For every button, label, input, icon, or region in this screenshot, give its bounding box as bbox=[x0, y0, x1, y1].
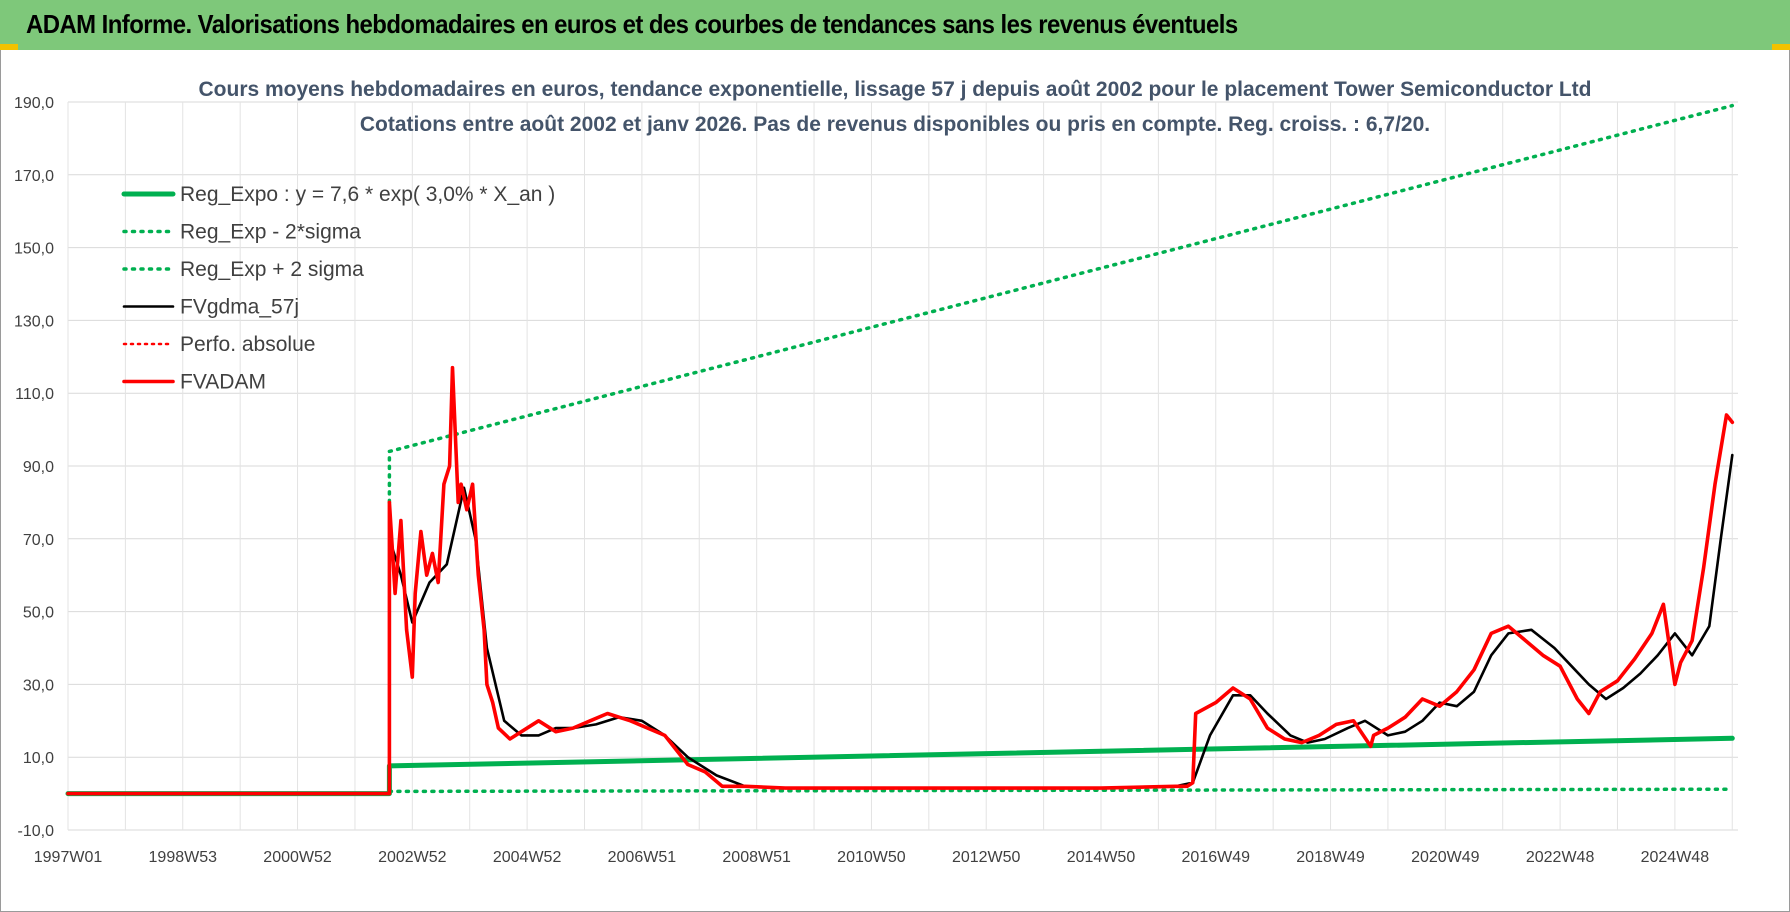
x-tick-label: 2004W52 bbox=[493, 849, 562, 866]
x-tick-label: 2002W52 bbox=[378, 849, 447, 866]
series-line-4 bbox=[66, 453, 1734, 795]
report-title: ADAM Informe. Valorisations hebdomadaire… bbox=[26, 9, 1238, 39]
x-tick-label: 2006W51 bbox=[608, 849, 677, 866]
series-line-6 bbox=[66, 365, 1735, 796]
x-tick-label: 2016W49 bbox=[1182, 849, 1251, 866]
legend-label: Reg_Expo : y = 7,6 * exp( 3,0% * X_an ) bbox=[180, 183, 555, 206]
chart-legend: Reg_Expo : y = 7,6 * exp( 3,0% * X_an ) R… bbox=[121, 183, 555, 394]
y-tick-label: 30,0 bbox=[23, 677, 54, 694]
x-tick-label: 2010W50 bbox=[837, 849, 906, 866]
y-tick-label: -10,0 bbox=[18, 823, 55, 840]
x-tick-label: 2020W49 bbox=[1411, 849, 1480, 866]
y-tick-label: 170,0 bbox=[14, 168, 54, 185]
x-tick-label: 1998W53 bbox=[149, 849, 218, 866]
y-tick-label: 50,0 bbox=[23, 605, 54, 622]
chart-subtitle: Cotations entre août 2002 et janv 2026. … bbox=[360, 113, 1430, 136]
chart-series bbox=[65, 103, 1735, 797]
x-axis-ticks: 1997W01 1998W53 2000W52 2002W52 2004W52 2006W… bbox=[34, 849, 1709, 866]
legend-label: Reg_Exp - 2*sigma bbox=[180, 221, 361, 244]
x-tick-label: 2014W50 bbox=[1067, 849, 1136, 866]
y-axis-ticks: 190,0 170,0 150,0 130,0 110,0 90,0 70,0 50,0 30,… bbox=[14, 95, 54, 840]
x-tick-label: 2012W50 bbox=[952, 849, 1021, 866]
legend-label: FVADAM bbox=[180, 371, 266, 394]
corner-marker-left bbox=[0, 44, 18, 50]
chart-title: Cours moyens hebdomadaires en euros, ten… bbox=[199, 78, 1592, 101]
x-tick-label: 2000W52 bbox=[263, 849, 332, 866]
y-tick-label: 190,0 bbox=[14, 95, 54, 112]
series-line-2 bbox=[387, 787, 1735, 794]
series-line-1 bbox=[65, 735, 1735, 797]
y-tick-label: 110,0 bbox=[15, 386, 54, 403]
x-tick-label: 2024W48 bbox=[1641, 849, 1710, 866]
y-tick-label: 10,0 bbox=[23, 750, 54, 767]
x-tick-label: 2018W49 bbox=[1296, 849, 1365, 866]
report-banner: ADAM Informe. Valorisations hebdomadaire… bbox=[0, 0, 1790, 50]
y-tick-label: 130,0 bbox=[14, 313, 54, 330]
chart-grid bbox=[67, 101, 1738, 831]
corner-marker-right bbox=[1772, 44, 1790, 50]
legend-label: Perfo. absolue bbox=[180, 333, 315, 356]
legend-label: Reg_Exp + 2 sigma bbox=[180, 258, 364, 281]
y-tick-label: 70,0 bbox=[23, 532, 54, 549]
y-tick-label: 90,0 bbox=[23, 459, 54, 476]
x-tick-label: 1997W01 bbox=[34, 849, 103, 866]
x-tick-label: 2008W51 bbox=[722, 849, 791, 866]
series-line-3 bbox=[387, 103, 1735, 505]
y-tick-label: 150,0 bbox=[14, 241, 54, 258]
legend-label: FVgdma_57j bbox=[180, 296, 299, 319]
x-tick-label: 2022W48 bbox=[1526, 849, 1595, 866]
